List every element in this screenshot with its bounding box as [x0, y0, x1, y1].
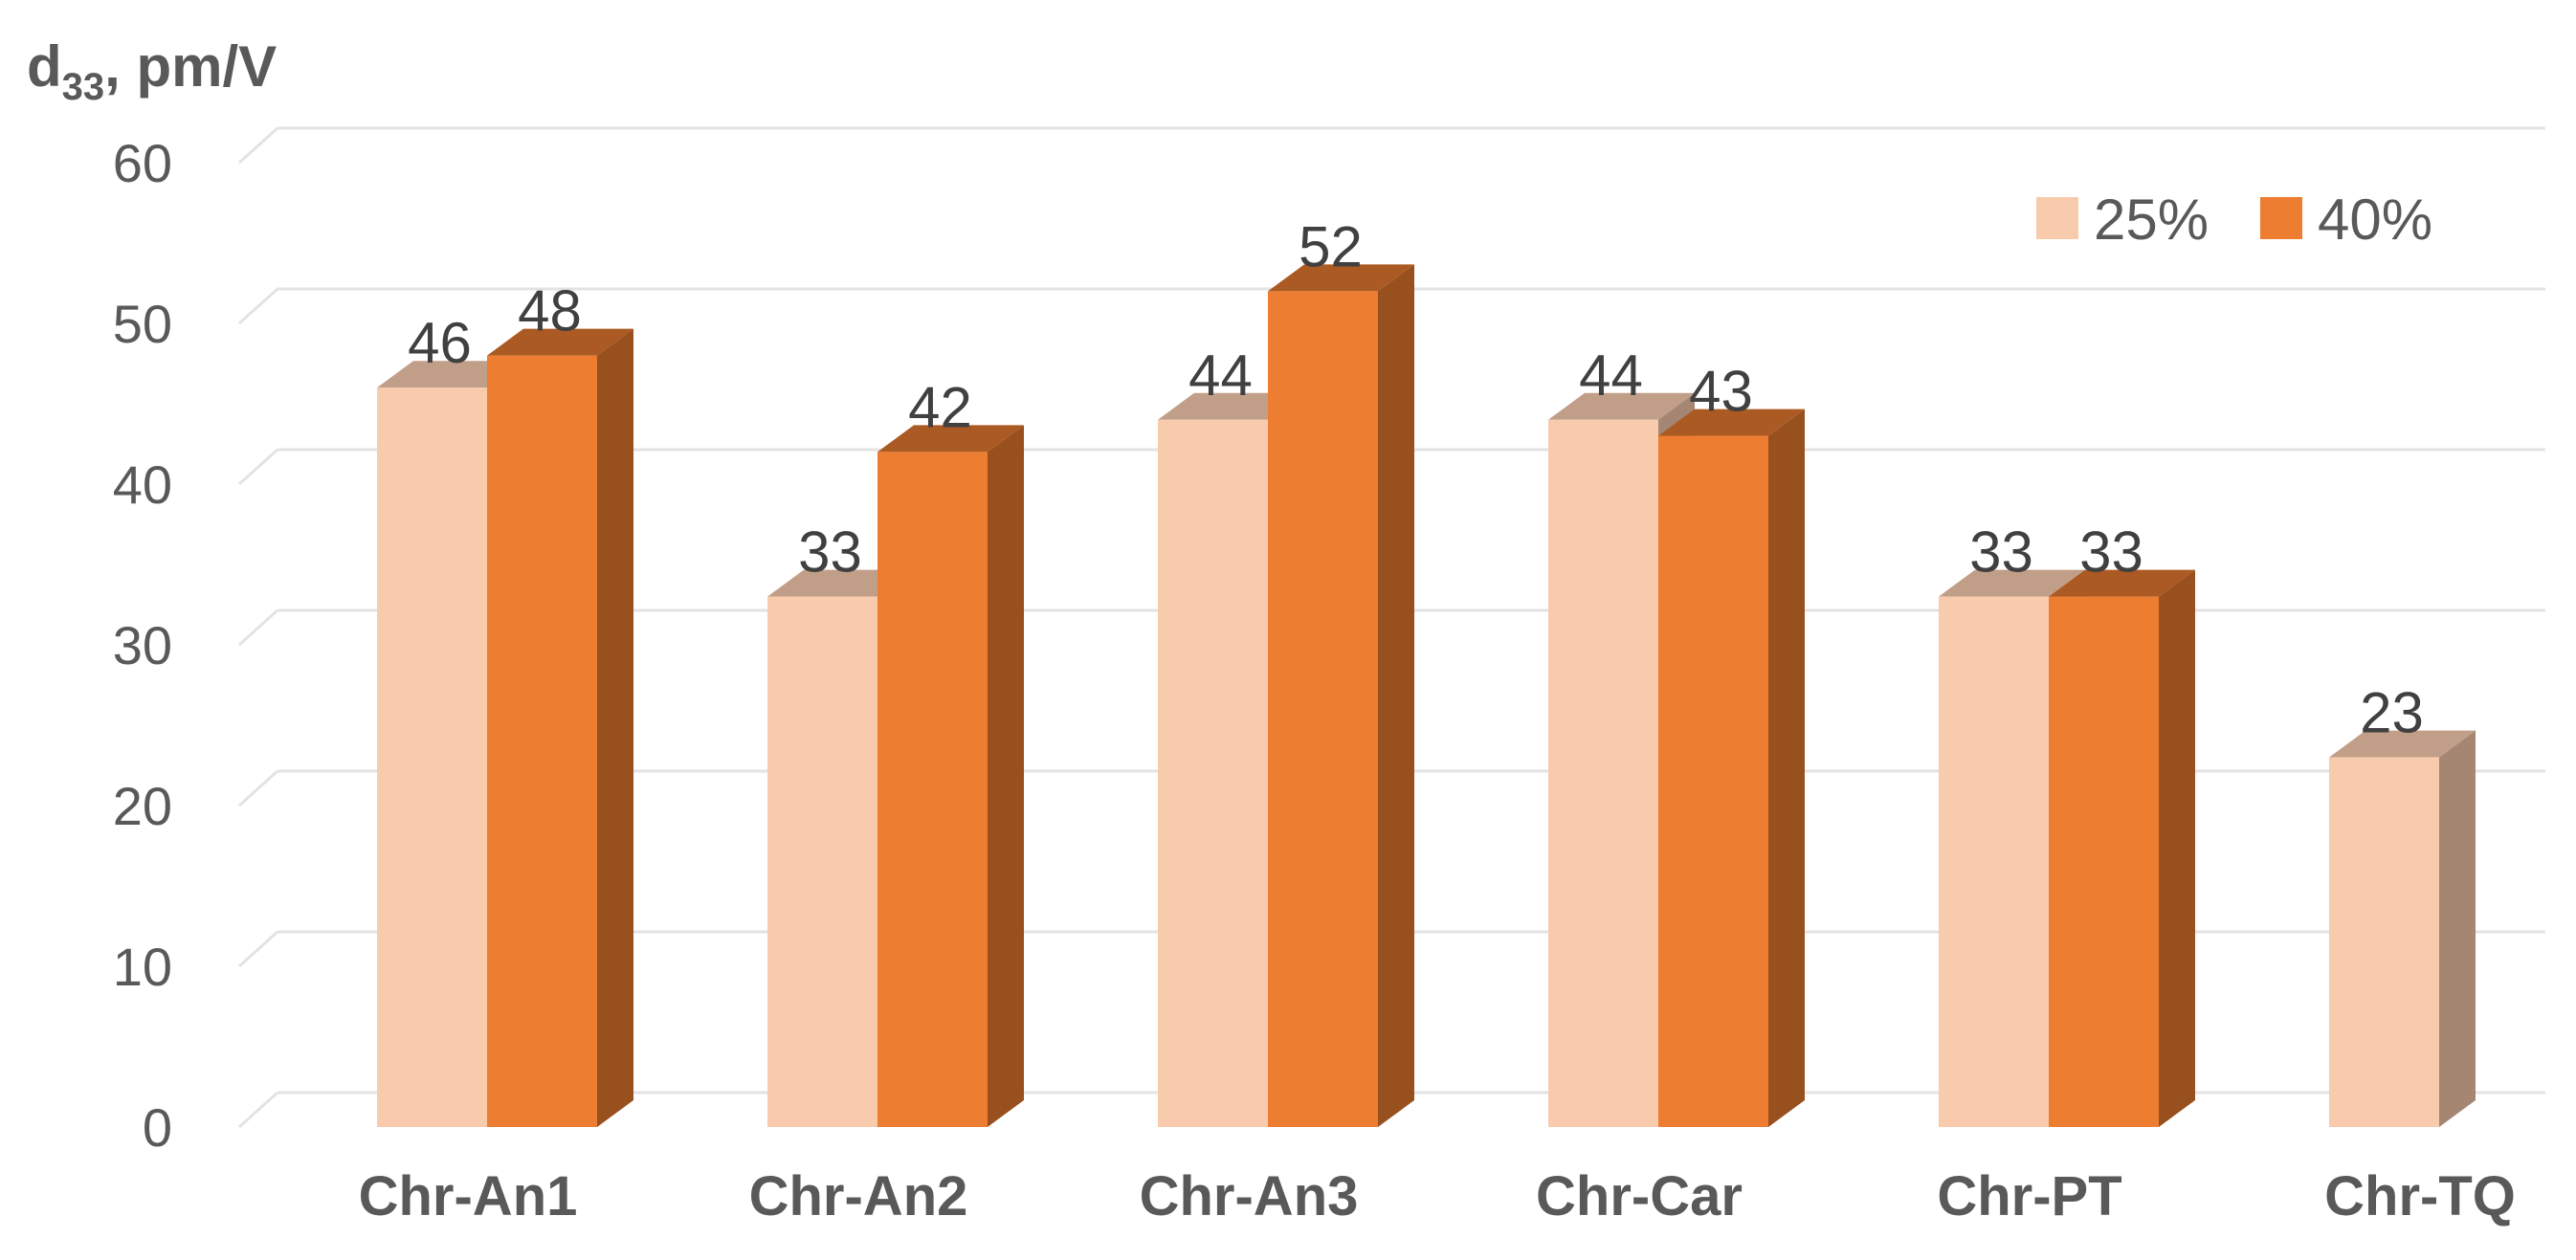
data-label: 33	[2079, 520, 2143, 585]
y-tick-label: 50	[113, 294, 172, 354]
data-label: 48	[518, 279, 582, 343]
bars	[377, 264, 2476, 1127]
data-label: 44	[1579, 343, 1643, 408]
bar-Chr-An3-40%	[1268, 264, 1414, 1127]
x-category-label: Chr-An3	[1140, 1165, 1359, 1227]
x-category-label: Chr-Car	[1536, 1165, 1743, 1227]
data-label: 52	[1299, 214, 1363, 278]
legend-swatch-25	[2036, 197, 2078, 239]
x-category-label: Chr-PT	[1937, 1165, 2121, 1227]
bar-side	[2159, 570, 2195, 1127]
data-label: 44	[1188, 343, 1253, 408]
y-tick-label: 30	[113, 615, 172, 675]
legend-swatch-40	[2260, 197, 2302, 239]
bar-front	[2329, 758, 2439, 1127]
x-axis-categories: Chr-An1 Chr-An2 Chr-An3 Chr-Car Chr-PT Chr-TQ	[359, 1165, 2516, 1227]
bar-front	[1158, 420, 1268, 1127]
bar-Chr-Car-40%	[1658, 409, 1805, 1127]
bar-front	[1548, 420, 1658, 1127]
y-tick-label: 60	[113, 133, 172, 193]
bar-front	[877, 452, 988, 1127]
bar-side	[2439, 731, 2476, 1127]
bar-front	[767, 597, 877, 1127]
bar-front	[2049, 597, 2159, 1127]
x-category-label: Chr-An2	[749, 1165, 968, 1227]
data-label: 42	[908, 375, 972, 439]
bar-Chr-TQ-25%	[2329, 731, 2476, 1127]
y-tick-label: 40	[113, 454, 172, 515]
bar-front	[377, 387, 487, 1127]
bar-front	[1268, 291, 1378, 1127]
y-axis-title: d33, pm/V	[27, 34, 277, 108]
gridline-diagonal	[239, 932, 278, 966]
gridline-diagonal	[239, 610, 278, 645]
gridline-diagonal	[239, 450, 278, 484]
legend: 25% 40%	[2036, 188, 2432, 252]
bar-side	[988, 425, 1024, 1127]
gridline-diagonal	[239, 771, 278, 806]
data-label: 33	[798, 520, 862, 585]
bar-front	[1658, 436, 1768, 1127]
data-label: 23	[2360, 681, 2424, 745]
gridline-diagonal	[239, 289, 278, 323]
x-category-label: Chr-TQ	[2324, 1165, 2516, 1227]
bar-front	[1939, 597, 2049, 1127]
x-category-label: Chr-An1	[359, 1165, 578, 1227]
y-axis-ticks: 0 10 20 30 40 50 60	[113, 133, 172, 1158]
bar-Chr-An2-40%	[877, 425, 1024, 1127]
data-label: 43	[1689, 360, 1753, 424]
bar-Chr-PT-40%	[2049, 570, 2195, 1127]
legend-label-40: 40%	[2318, 188, 2432, 252]
gridline-diagonal	[239, 128, 278, 163]
bar-side	[1768, 409, 1805, 1127]
data-label: 33	[1969, 520, 2033, 585]
legend-label-25: 25%	[2094, 188, 2209, 252]
bar-side	[1378, 264, 1414, 1127]
bar-front	[487, 356, 597, 1127]
bar-Chr-An1-40%	[487, 329, 633, 1127]
data-label: 46	[408, 311, 472, 375]
bar-side	[597, 329, 633, 1127]
y-tick-label: 10	[113, 937, 172, 997]
gridline-diagonal	[239, 1093, 278, 1127]
y-tick-label: 0	[143, 1097, 172, 1158]
y-tick-label: 20	[113, 776, 172, 836]
